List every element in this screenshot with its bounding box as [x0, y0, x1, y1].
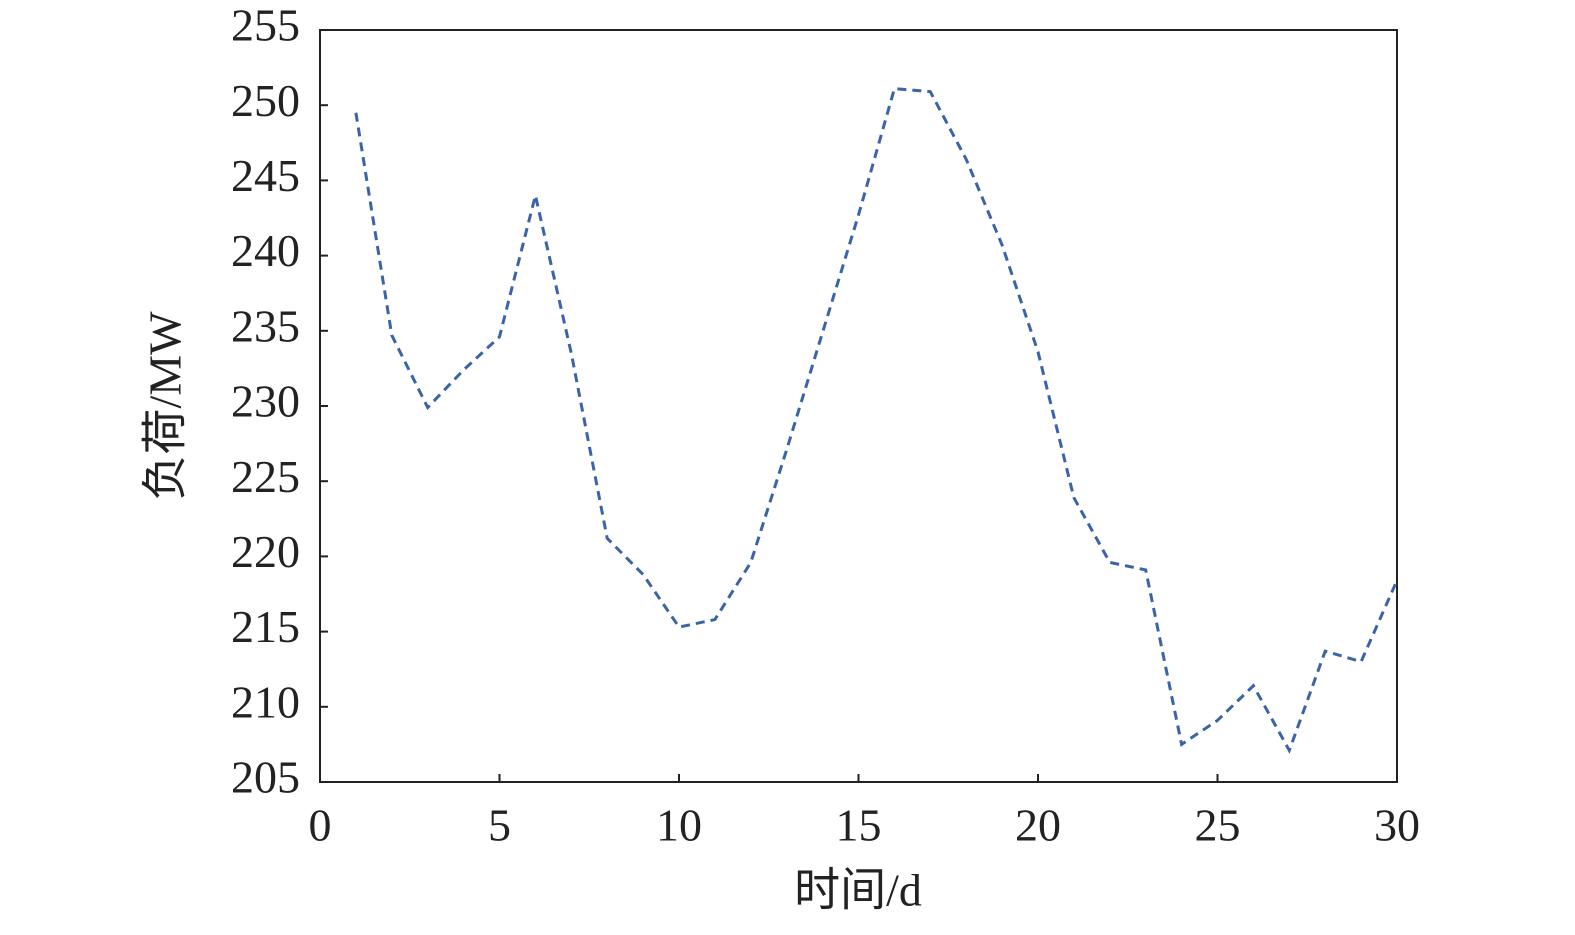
- y-tick-label: 220: [231, 526, 300, 577]
- y-tick-label: 250: [231, 75, 300, 126]
- x-axis-label: 时间/d: [794, 865, 922, 916]
- y-tick-label: 205: [231, 752, 300, 803]
- y-tick-label: 215: [231, 601, 300, 652]
- y-tick-label: 255: [231, 0, 300, 51]
- y-axis-label: 负荷/MW: [140, 311, 191, 501]
- y-tick-label: 210: [231, 676, 300, 727]
- x-tick-label: 30: [1374, 800, 1420, 851]
- plot-frame: [319, 29, 1398, 783]
- x-tick-label: 5: [488, 800, 511, 851]
- y-tick-label: 240: [231, 225, 300, 276]
- x-tick-label: 0: [309, 800, 332, 851]
- x-tick-label: 10: [656, 800, 702, 851]
- data-line: [354, 87, 1399, 755]
- x-tick-label: 20: [1015, 800, 1061, 851]
- y-tick-label: 225: [231, 451, 300, 502]
- y-tick-label: 230: [231, 376, 300, 427]
- x-tick-label: 15: [836, 800, 882, 851]
- y-tick-label: 235: [231, 300, 300, 351]
- y-tick-label: 245: [231, 150, 300, 201]
- x-tick-label: 25: [1195, 800, 1241, 851]
